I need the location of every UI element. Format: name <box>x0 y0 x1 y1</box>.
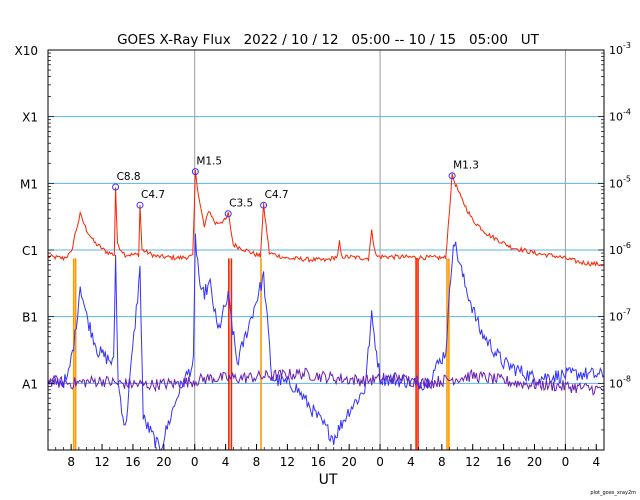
chart-title: GOES X-Ray Flux 2022 / 10 / 12 05:00 -- … <box>117 32 540 48</box>
class-label: C1 <box>22 244 38 258</box>
flare-label: C8.8 <box>117 171 141 183</box>
x-tick-label: 16 <box>311 455 326 469</box>
x-tick-label: 0 <box>376 455 384 469</box>
flare-label: M1.5 <box>196 156 222 168</box>
class-label: B1 <box>22 311 38 325</box>
right-tick-label: 10-7 <box>609 308 631 324</box>
x-tick-label: 20 <box>527 455 542 469</box>
flare-marker <box>136 201 144 209</box>
x-tick-label: 0 <box>191 455 199 469</box>
right-tick-label: 10-5 <box>609 174 631 190</box>
flare-label: M1.3 <box>453 160 479 172</box>
flare-label: C4.7 <box>265 189 289 201</box>
class-label: A1 <box>22 377 38 391</box>
series-line <box>47 233 605 451</box>
flare-marker <box>191 168 199 176</box>
x-axis-label: UT <box>319 472 338 488</box>
x-tick-label: 20 <box>156 455 171 469</box>
x-tick-label: 4 <box>407 455 415 469</box>
right-tick-label: 10-6 <box>609 241 631 257</box>
footer-note: plot_goes_xray2m <box>590 490 636 496</box>
flare-label: C4.7 <box>141 189 165 201</box>
flare-marker <box>448 172 456 180</box>
flare-marker <box>224 210 232 218</box>
flare-marker <box>260 201 268 209</box>
x-tick-label: 12 <box>280 455 295 469</box>
x-tick-label: 8 <box>67 455 75 469</box>
class-label: M1 <box>20 177 38 191</box>
x-tick-label: 4 <box>592 455 600 469</box>
x-tick-label: 12 <box>465 455 480 469</box>
right-tick-label: 10-3 <box>609 41 631 57</box>
x-tick-label: 16 <box>496 455 511 469</box>
x-tick-label: 8 <box>438 455 446 469</box>
x-tick-label: 0 <box>562 455 570 469</box>
class-label: X10 <box>15 44 39 58</box>
flare-marker <box>112 183 120 191</box>
x-tick-label: 20 <box>342 455 357 469</box>
series-line <box>47 169 605 267</box>
right-tick-label: 10-4 <box>609 108 631 124</box>
flare-label: C3.5 <box>229 198 253 210</box>
class-label: X1 <box>22 111 38 125</box>
x-tick-label: 12 <box>94 455 109 469</box>
x-tick-label: 8 <box>253 455 261 469</box>
x-tick-label: 16 <box>125 455 140 469</box>
right-tick-label: 10-8 <box>609 374 631 390</box>
series-line <box>47 367 605 396</box>
x-tick-label: 4 <box>222 455 230 469</box>
